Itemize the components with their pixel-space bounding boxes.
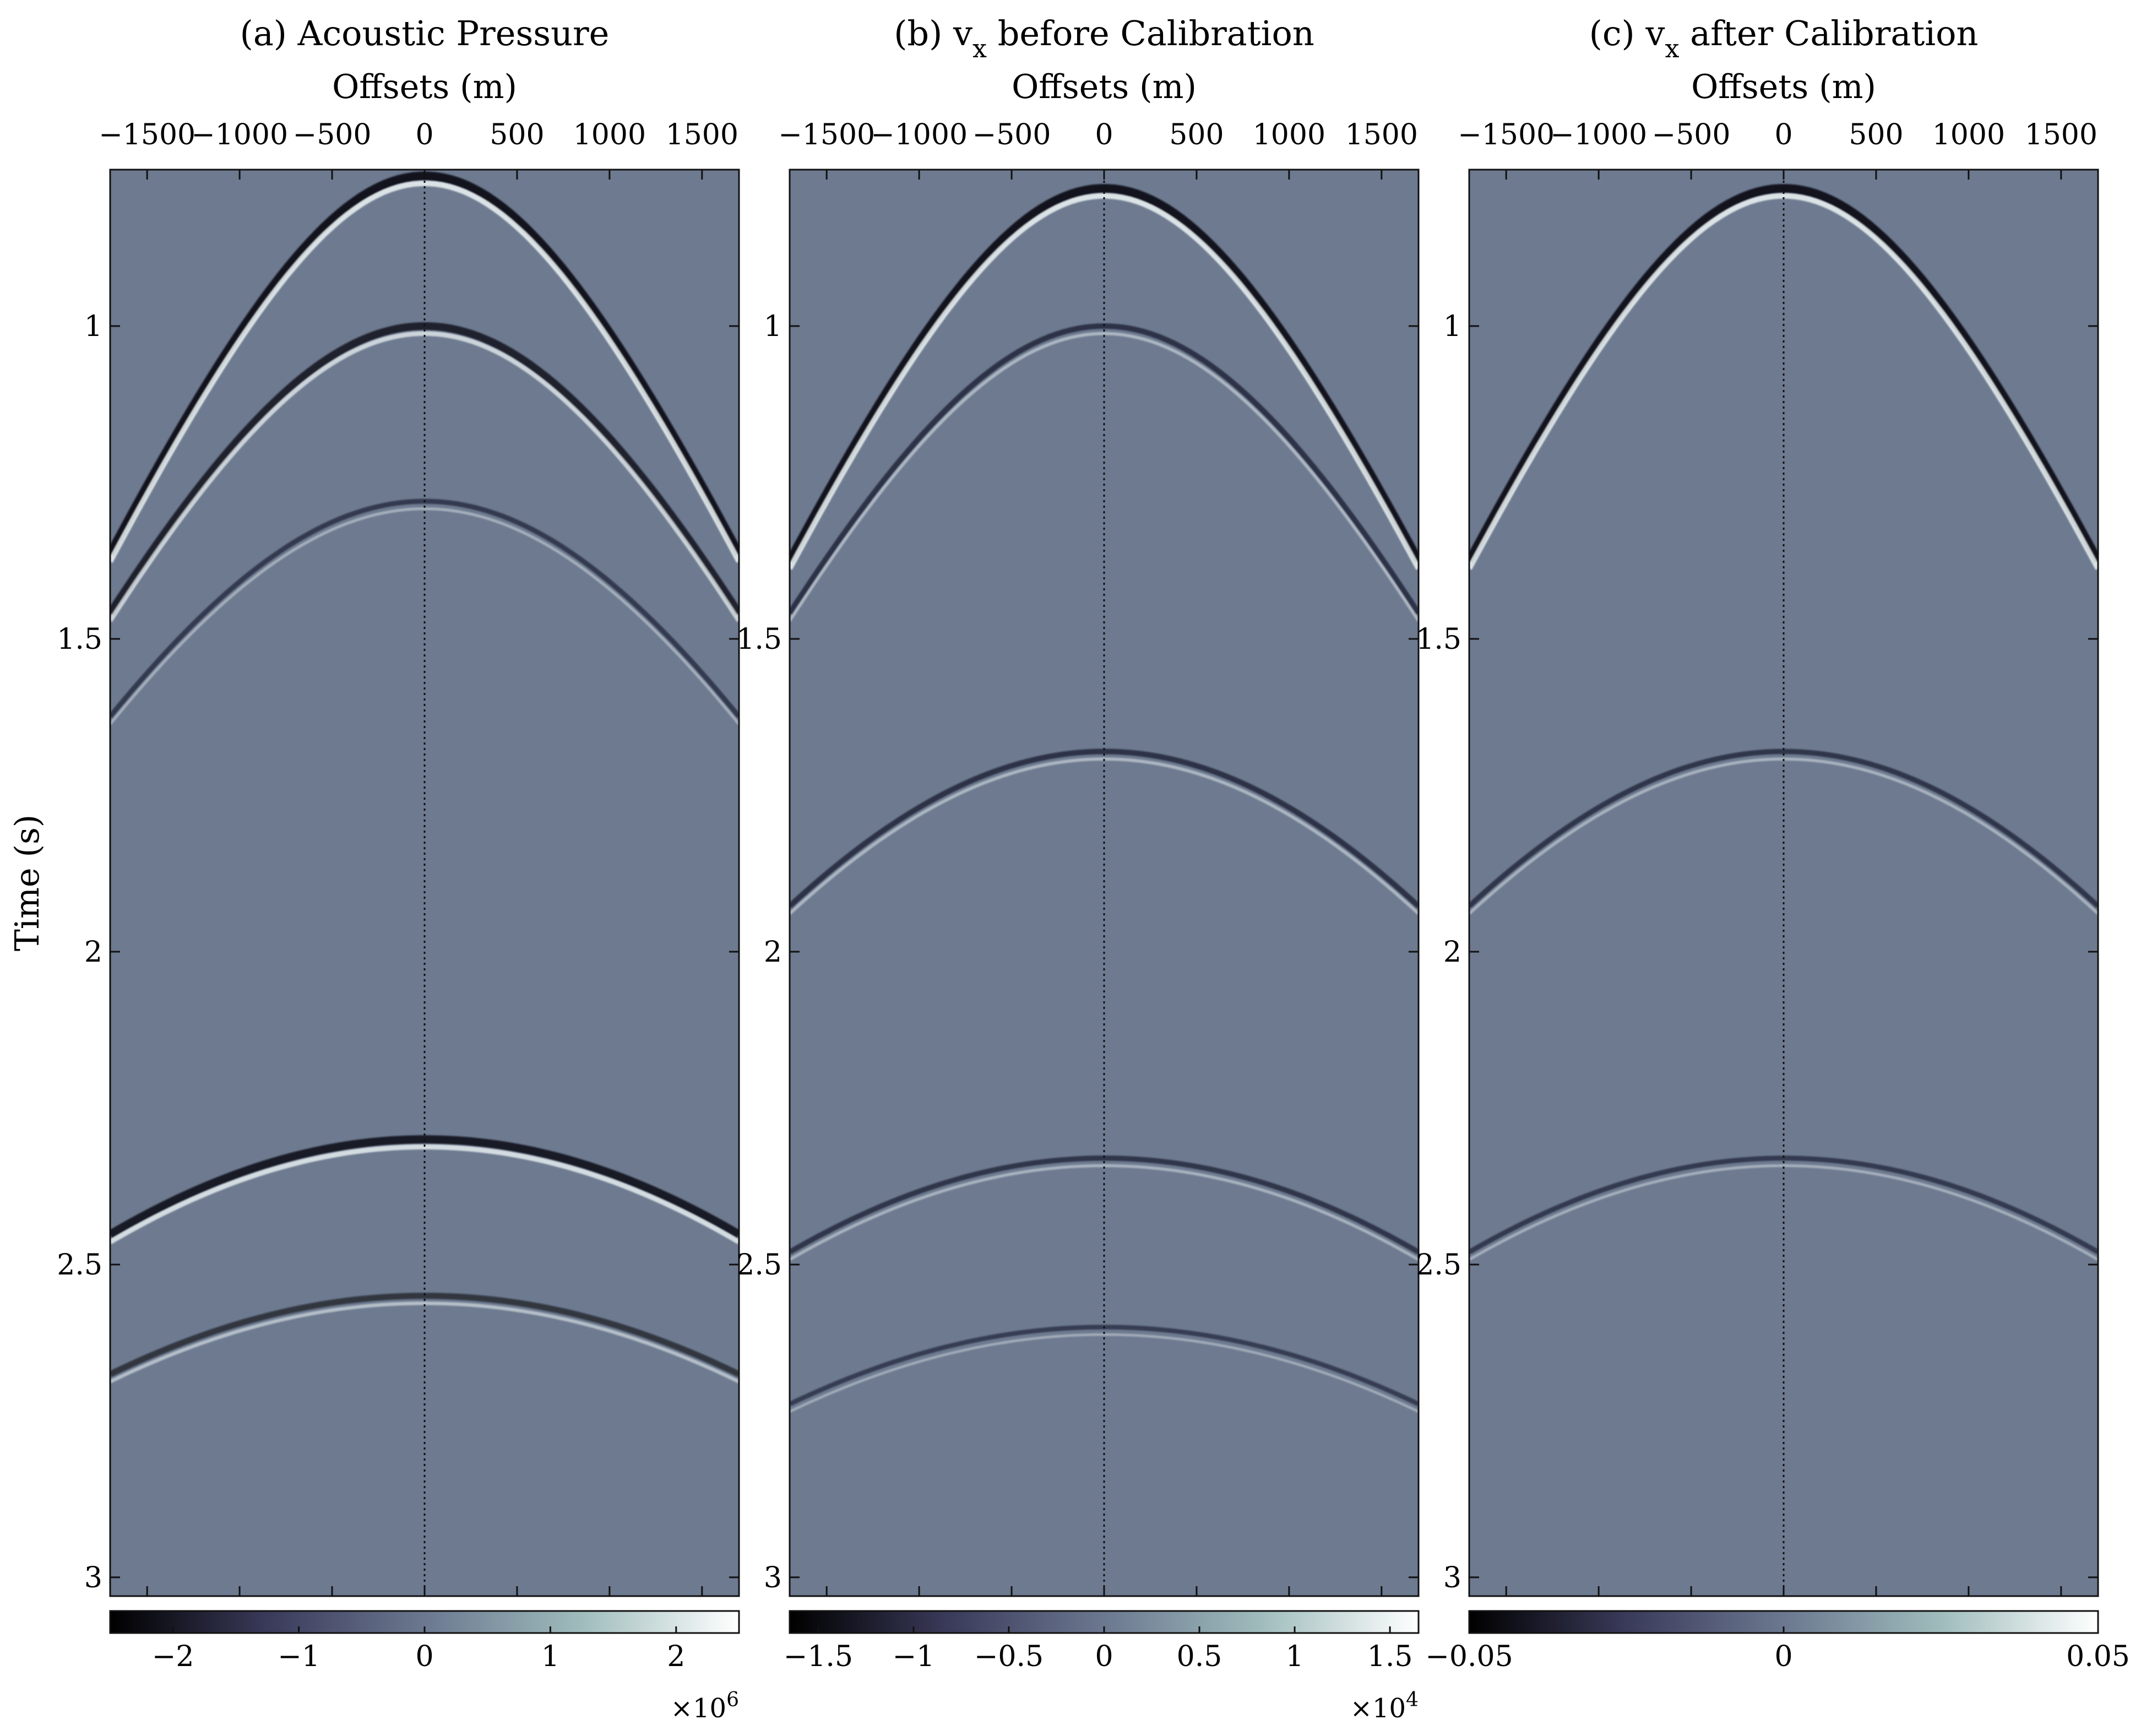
panel-title-rest: after Calibration [1679,13,1978,53]
panel-title-main: (c) v [1589,13,1665,53]
event-4-peak [110,1144,739,1245]
panel-title: (b) vx before Calibration [894,13,1314,63]
y-axis-label: Time (s) [8,815,47,951]
colorbar-tick-label: 0.5 [1177,1640,1222,1673]
x-tick-label: 500 [490,118,544,151]
x-tick-label: 1500 [666,118,738,151]
x-tick-label: −1000 [871,118,968,151]
colorbar-tick-label: 0 [415,1640,433,1673]
y-tick-label: 1.5 [1416,623,1461,656]
colorbar-tick-label: −1 [893,1640,935,1673]
colorbar-tick-label: −0.05 [1425,1640,1513,1673]
panel-title-subscript: x [1665,34,1679,63]
x-tick-label: 1000 [1253,118,1325,151]
x-tick-label: 0 [1774,118,1792,151]
colorbar-tick-label: 0 [1774,1640,1792,1673]
event-1-trough [790,184,1419,563]
colorbar-tick-label: 0.05 [2066,1640,2130,1673]
event-3-trough [1469,1155,2098,1255]
panel-title-main: (a) Acoustic Pressure [240,13,610,53]
y-tick-label: 1 [84,310,102,343]
colorbar [789,1610,1420,1634]
x-tick-label: −1500 [1458,118,1555,151]
colorbar-multiplier-exponent: 6 [726,1689,739,1711]
y-tick-label: 2.5 [1416,1249,1461,1282]
event-3-trough [790,748,1419,908]
colorbar-tick-label: −1.5 [784,1640,853,1673]
panel-title-subscript: x [972,34,987,63]
x-tick-label: −500 [972,118,1051,151]
x-tick-label: 0 [1095,118,1113,151]
x-axis-label: Offsets (m) [1691,68,1876,106]
y-tick-label: 1 [764,310,782,343]
colorbar-tick-label: 2 [667,1640,685,1673]
y-tick-label: 3 [764,1561,782,1594]
x-tick-label: 1500 [2025,118,2098,151]
event-1-peak [790,193,1419,570]
panel-3: (c) vx after Calibration Offsets (m) −1500… [1416,13,2130,1673]
event-1-trough [1469,184,2098,563]
event-1-peak [110,181,739,563]
y-tick-label: 3 [84,1561,102,1594]
event-2-trough [790,323,1419,615]
event-2-trough [1469,748,2098,908]
x-tick-label: 500 [1169,118,1224,151]
x-tick-label: 1000 [573,118,646,151]
panel-title: (c) vx after Calibration [1589,13,1979,63]
y-tick-label: 1.5 [57,623,102,656]
colorbar-tick-label: 1 [541,1640,559,1673]
colorbar-multiplier-base: ×10 [671,1693,726,1724]
event-4-trough [790,1155,1419,1255]
x-axis-label: Offsets (m) [332,68,517,106]
colorbar-multiplier: ×106 [671,1689,739,1724]
x-tick-label: −500 [293,118,372,151]
event-2-trough [110,322,739,616]
panel-title-main: (b) v [894,13,972,53]
colorbar-tick-label: −0.5 [974,1640,1044,1673]
y-tick-label: 2 [1443,936,1461,969]
colorbar-tick-label: −2 [152,1640,194,1673]
x-tick-label: −1500 [778,118,875,151]
y-tick-label: 2 [84,936,102,969]
colorbar-multiplier-base: ×10 [1350,1693,1406,1724]
colorbar-multiplier: ×104 [1350,1689,1419,1724]
y-tick-label: 1 [1443,310,1461,343]
x-axis-label: Offsets (m) [1012,68,1197,106]
colorbar-multiplier-exponent: 4 [1406,1689,1419,1711]
x-tick-label: 500 [1849,118,1903,151]
y-tick-label: 3 [1443,1561,1461,1594]
y-tick-label: 2 [764,936,782,969]
x-tick-label: 1000 [1932,118,2005,151]
event-3-peak [1469,1164,2098,1261]
event-5-trough [110,1293,739,1377]
event-5-peak [110,1301,739,1384]
event-5-peak [790,1333,1419,1413]
event-4-peak [790,1164,1419,1261]
event-1-peak [1469,193,2098,570]
panel-title: (a) Acoustic Pressure [240,13,610,53]
x-tick-label: −1500 [99,118,195,151]
x-tick-label: 1500 [1345,118,1418,151]
event-2-peak [110,331,739,622]
x-tick-label: 0 [415,118,433,151]
colorbar-tick-label: 0 [1095,1640,1113,1673]
y-tick-label: 2.5 [57,1249,102,1282]
event-3-peak [110,507,739,725]
panel-title-rest: before Calibration [987,13,1314,53]
x-tick-label: −1000 [1550,118,1647,151]
colorbar-tick-label: 1.5 [1367,1640,1413,1673]
x-tick-label: −500 [1652,118,1731,151]
x-tick-label: −1000 [191,118,288,151]
colorbar-tick-label: −1 [278,1640,320,1673]
event-2-peak [790,332,1419,622]
y-tick-label: 1.5 [736,623,782,656]
colorbar-tick-label: 1 [1286,1640,1304,1673]
events-layer [110,171,739,1384]
y-tick-label: 2.5 [736,1249,782,1282]
